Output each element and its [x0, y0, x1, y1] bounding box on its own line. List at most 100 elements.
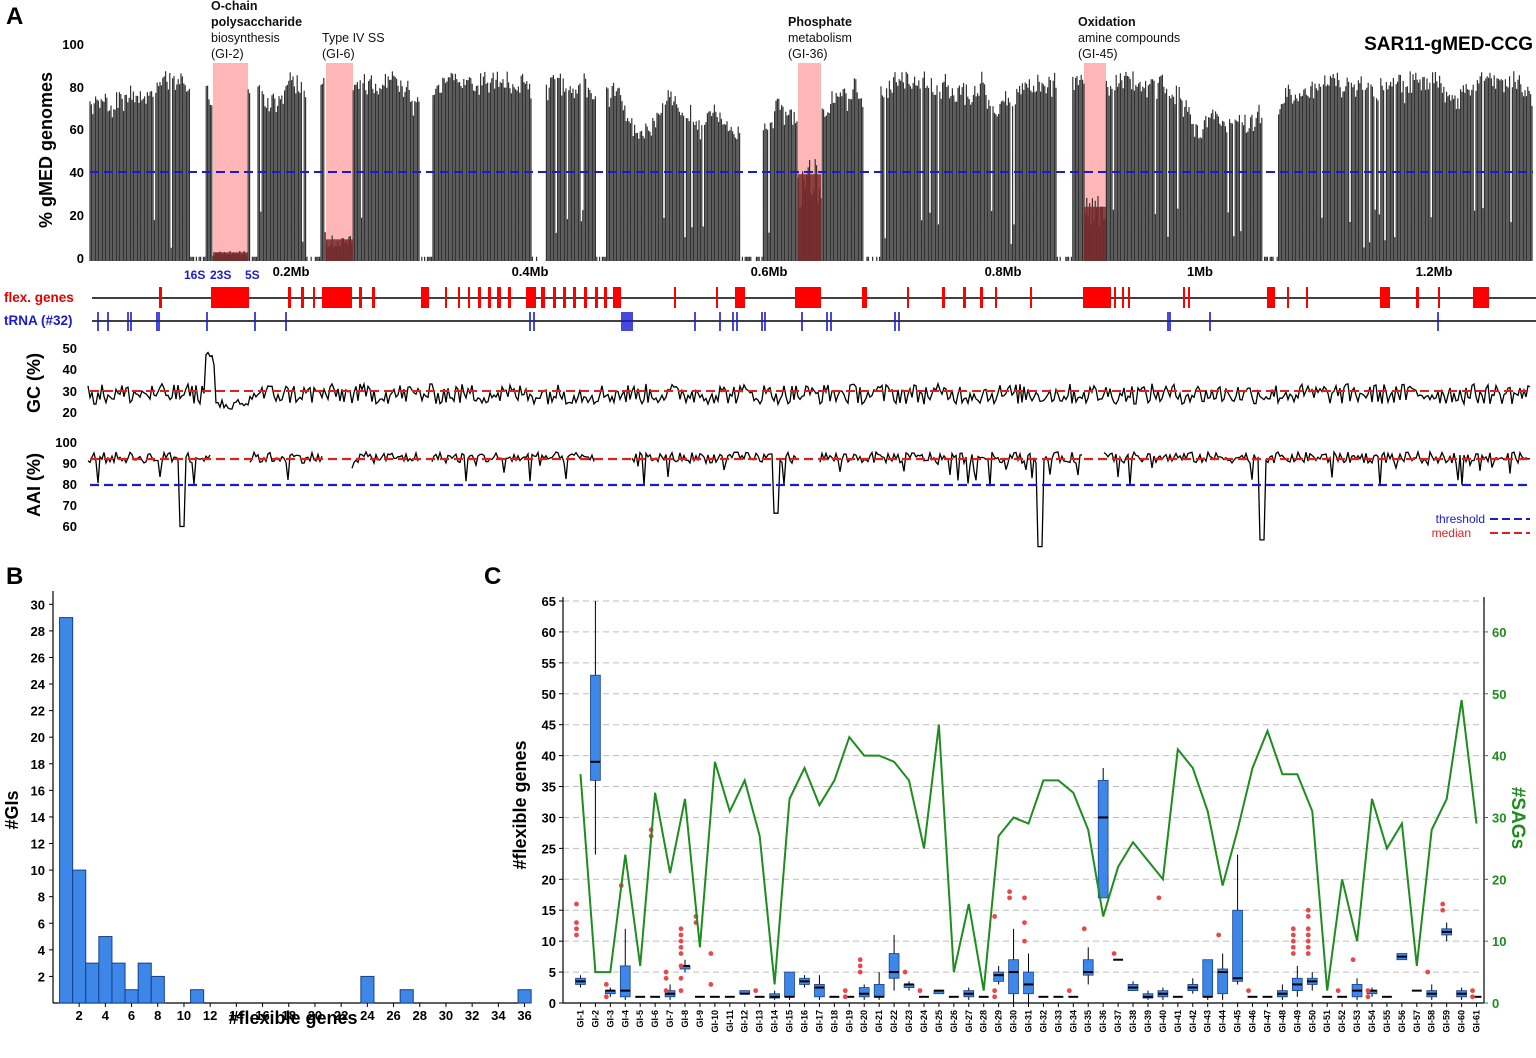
- boxplot-xtick-label: GI-45: [1233, 1010, 1243, 1033]
- flex-gene-mark: [1030, 287, 1032, 308]
- box-outlier: [1081, 926, 1087, 932]
- flex-gene-mark: [159, 287, 162, 308]
- trna-track: [97, 312, 1439, 331]
- boxplot-xtick-label: GI-34: [1068, 1010, 1078, 1033]
- histogram-xtick-label: 34: [491, 1008, 506, 1023]
- boxplot-xtick-label: GI-60: [1457, 1010, 1467, 1033]
- histogram-xtick-label: 4: [102, 1008, 110, 1023]
- flex-gene-mark: [604, 287, 607, 308]
- box-outlier: [663, 969, 669, 975]
- box-outlier: [1156, 895, 1162, 901]
- box-gi-48: [1277, 984, 1288, 1000]
- boxplot-xtick-label: GI-58: [1427, 1010, 1437, 1033]
- aai-tick: 80: [63, 477, 77, 492]
- histogram-bar: [399, 989, 414, 1004]
- histogram-ytick-label: 30: [31, 597, 45, 612]
- box-gi-49: [1291, 965, 1303, 997]
- boxplot-xtick-label: GI-57: [1412, 1010, 1422, 1033]
- box-gi-58: [1426, 984, 1438, 1000]
- flex-gene-mark: [1473, 287, 1489, 308]
- annotation-gi-2-line1: O-chain: [211, 0, 258, 13]
- box-body: [993, 971, 1004, 982]
- histogram-bar: [72, 869, 87, 1004]
- histogram-bar: [85, 962, 100, 1004]
- histogram-xtick-label: 36: [517, 1008, 531, 1023]
- boxplot-xtick-label: GI-9: [695, 1010, 705, 1028]
- box-gi-3: [605, 987, 616, 997]
- boxplot-xtick-label: GI-5: [635, 1010, 645, 1028]
- box-gi-38: [1127, 981, 1139, 992]
- boxplot-yticks-left: 0 5 10 15 20 25 30 35 40 45 50 55 60 65: [542, 594, 563, 1011]
- box-body: [814, 984, 825, 998]
- flex-gene-mark: [735, 287, 745, 308]
- box-outlier: [1290, 932, 1296, 938]
- histogram-xtick-label: 26: [386, 1008, 400, 1023]
- box-body: [1008, 959, 1019, 995]
- boxplot-xtick-label: GI-20: [859, 1010, 869, 1033]
- aai-yaxis: 100 90 80 70 60: [55, 435, 77, 534]
- histogram-ytick-label: 16: [31, 783, 45, 798]
- flex-gene-mark: [301, 287, 304, 308]
- boxplot-ytick-left-label: 55: [542, 656, 556, 671]
- flex-gene-mark: [313, 287, 315, 308]
- flex-gene-mark: [862, 287, 867, 308]
- boxplot-xtick-label: GI-26: [949, 1010, 959, 1033]
- boxplot-xtick-label: GI-30: [1009, 1010, 1019, 1033]
- box-gi-14: [769, 990, 780, 1000]
- coverage-bar-highlight-3: [1084, 206, 1106, 261]
- box-body: [1097, 779, 1109, 899]
- histogram-ytick-label: 24: [31, 677, 46, 692]
- boxplot-boxes: [575, 601, 1482, 1003]
- histogram-bar: [360, 975, 375, 1004]
- histogram-xtick-label: 22: [334, 1008, 348, 1023]
- flex-gene-mark: [1183, 287, 1185, 308]
- boxplot-ytick-left-label: 20: [542, 872, 556, 887]
- gc-yaxis: 50 40 30 20: [63, 341, 77, 420]
- histogram-xtick-label: 18: [282, 1008, 296, 1023]
- gc-tick: 50: [63, 341, 77, 356]
- box-outlier: [857, 969, 863, 975]
- boxplot-xtick-label: GI-47: [1263, 1010, 1273, 1033]
- histogram-ytick-label: 18: [31, 757, 45, 772]
- boxplot-xtick-label: GI-33: [1053, 1010, 1063, 1033]
- flex-gene-mark: [674, 287, 676, 308]
- box-gi-56: [1396, 953, 1408, 961]
- box-body: [1202, 959, 1214, 998]
- histogram-bar: [111, 962, 126, 1004]
- highlight-gi-6: [326, 63, 353, 261]
- histogram-xtick-label: 16: [255, 1008, 269, 1023]
- box-gi-20: [858, 984, 870, 1000]
- boxplot-ytick-left-label: 60: [542, 625, 556, 640]
- boxplot-ytick-right-label: 40: [1492, 749, 1506, 764]
- histogram-xtick-label: 10: [177, 1008, 191, 1023]
- boxplot-xtick-label: GI-42: [1188, 1010, 1198, 1033]
- flex-genes-track: [159, 287, 1489, 308]
- boxplot-xtick-label: GI-38: [1128, 1010, 1138, 1033]
- flex-gene-mark: [488, 287, 491, 308]
- flex-gene-mark: [1416, 287, 1419, 308]
- panel-a-letter: A: [6, 3, 23, 30]
- flex-gene-mark: [584, 287, 587, 308]
- box-outlier: [678, 938, 684, 944]
- box-outlier: [992, 988, 998, 994]
- coverage-bars: [89, 71, 1533, 261]
- box-outlier: [857, 957, 863, 963]
- histogram-ytick-label: 6: [38, 916, 45, 931]
- box-outlier: [574, 926, 579, 932]
- boxplot-xlabels: GI-1 GI-2 GI-3 GI-4 GI-5 GI-6 GI-7 GI-8 GI-9 GI-1…: [576, 1003, 1482, 1033]
- box-outlier: [1007, 895, 1012, 901]
- histogram-xtick-label: 24: [360, 1008, 375, 1023]
- histogram-ylabel: #GIs: [2, 790, 22, 829]
- flex-gene-mark: [508, 287, 511, 308]
- annotation-gi-2-line4: (GI-2): [211, 47, 244, 61]
- flex-gene-mark: [288, 287, 291, 308]
- flex-gene-mark: [716, 287, 718, 308]
- histogram-ytick-label: 26: [31, 650, 45, 665]
- histogram-bars: [59, 617, 532, 1004]
- boxplot-xtick-label: GI-27: [964, 1010, 974, 1033]
- box-outlier: [1425, 969, 1431, 975]
- flex-gene-mark: [1188, 287, 1190, 308]
- box-outlier: [1111, 951, 1117, 956]
- boxplot-ytick-left-label: 5: [549, 965, 556, 980]
- flex-gene-mark: [1287, 287, 1289, 308]
